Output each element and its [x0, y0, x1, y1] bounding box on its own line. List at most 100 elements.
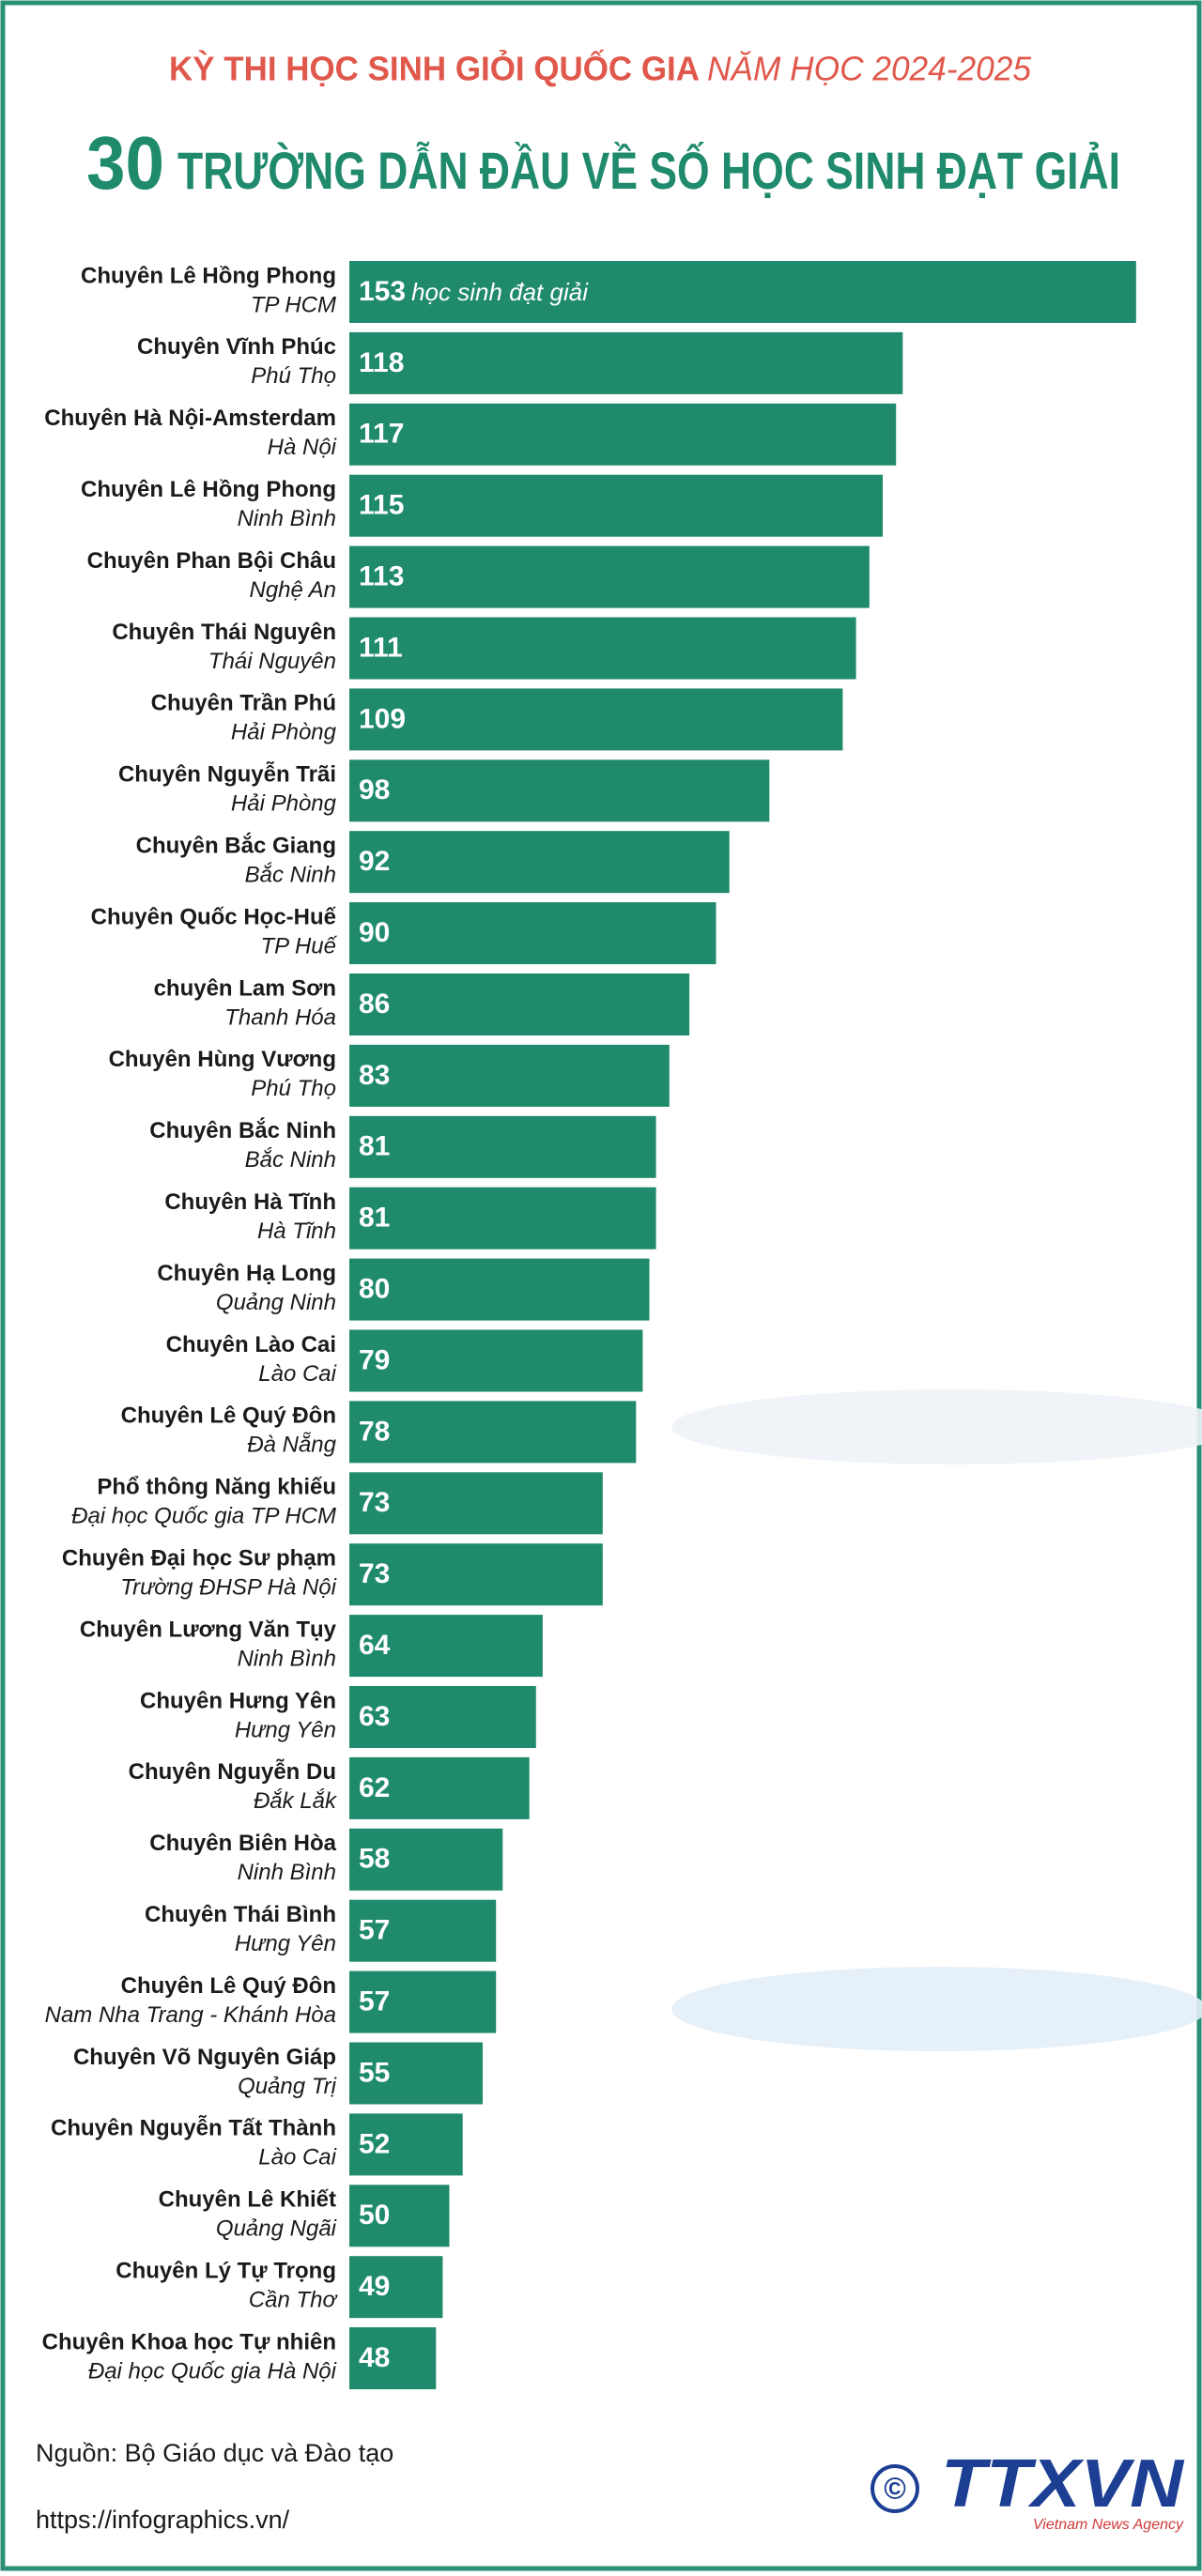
school-location: Đắk Lắk: [254, 1788, 338, 1814]
value-label: 80: [359, 1274, 390, 1305]
title-prefix: KỲ THI HỌC SINH GIỎI QUỐC GIA: [169, 49, 700, 88]
value-label: 57: [359, 1915, 390, 1946]
value-label: 90: [359, 917, 390, 948]
value-label: 118: [359, 347, 404, 378]
school-name: Chuyên Đại học Sư phạm: [62, 1546, 336, 1572]
school-location: Hưng Yên: [235, 1931, 336, 1956]
school-location: Hải Phòng: [231, 791, 337, 817]
bar: [349, 1899, 497, 1962]
value-unit: học sinh đạt giải: [411, 278, 589, 306]
value-label: 117: [359, 419, 404, 450]
bar: [349, 2113, 463, 2176]
url: https://infographics.vn/: [36, 2506, 290, 2534]
school-name: Chuyên Hùng Vương: [109, 1047, 336, 1072]
value-label: 83: [359, 1060, 390, 1091]
value-label: 115: [359, 490, 404, 521]
school-location: TP HCM: [251, 292, 336, 317]
school-location: Hưng Yên: [235, 1717, 336, 1742]
school-location: Trường ĐHSP Hà Nội: [120, 1575, 336, 1601]
school-name: Chuyên Bắc Ninh: [149, 1117, 336, 1143]
bar: [349, 1543, 603, 1606]
bar: [349, 261, 1136, 323]
school-name: Chuyên Thái Bình: [145, 1902, 336, 1927]
school-location: Thanh Hóa: [224, 1004, 336, 1030]
school-location: Ninh Bình: [238, 1860, 336, 1885]
school-location: Ninh Bình: [238, 506, 336, 531]
bar: [349, 831, 730, 894]
school-location: Phú Thọ: [251, 1076, 336, 1101]
bar: [349, 2042, 483, 2105]
logo-name: TTXVN: [941, 2446, 1185, 2522]
source: Nguồn: Bộ Giáo dục và Đào tạo: [36, 2439, 393, 2467]
value-label: 64: [359, 1630, 391, 1661]
school-name: Chuyên Lê Quý Đôn: [121, 1973, 336, 1999]
value-label: 58: [359, 1844, 390, 1875]
value-label: 78: [359, 1416, 390, 1447]
value-label: 57: [359, 1986, 390, 2017]
value-label: 109: [359, 703, 406, 734]
school-location: Lào Cai: [258, 1361, 336, 1387]
school-location: Cần Thơ: [249, 2288, 339, 2313]
school-name: Chuyên Hà Tĩnh: [164, 1189, 336, 1215]
school-name: Chuyên Nguyễn Du: [129, 1758, 336, 1785]
subtitle-number: 30: [86, 121, 164, 205]
bar: [349, 1044, 670, 1107]
school-name: Chuyên Hà Nội-Amsterdam: [44, 406, 336, 431]
school-name: Chuyên Bắc Giang: [136, 833, 336, 859]
school-location: Đại học Quốc gia TP HCM: [71, 1504, 336, 1529]
school-name: Chuyên Nguyễn Trãi: [118, 761, 336, 788]
school-name: Chuyên Hạ Long: [157, 1261, 336, 1286]
school-location: Quảng Trị: [238, 2074, 337, 2099]
bar: [349, 759, 770, 822]
logo-tagline: Vietnam News Agency: [1033, 2517, 1184, 2533]
value-label: 81: [359, 1203, 390, 1234]
bar: [349, 1756, 530, 1819]
school-name: chuyên Lam Sơn: [154, 975, 336, 1001]
value-label: 63: [359, 1701, 390, 1732]
school-name: Chuyên Lào Cai: [166, 1332, 336, 1357]
bar: [349, 1258, 650, 1321]
school-name: Chuyên Lý Tự Trọng: [116, 2259, 336, 2284]
value-label: 50: [359, 2200, 390, 2231]
school-location: TP Huế: [261, 933, 338, 958]
bar: [349, 1115, 656, 1178]
value-label: 111: [359, 632, 403, 663]
decoration: [671, 1389, 1202, 2051]
value-label: 73: [359, 1487, 390, 1518]
bar: [349, 1472, 603, 1535]
bar: [349, 617, 856, 680]
school-location: Hà Tĩnh: [257, 1219, 336, 1244]
school-location: Ninh Bình: [238, 1646, 336, 1671]
logo-mark: ©: [884, 2471, 906, 2505]
school-name: Chuyên Quốc Học-Huế: [91, 904, 337, 929]
logo-ring: [871, 2464, 919, 2513]
school-location: Nghệ An: [249, 577, 336, 603]
title-suffix: NĂM HỌC 2024-2025: [707, 50, 1032, 88]
value-label: 73: [359, 1558, 390, 1589]
bar: [349, 1329, 643, 1392]
school-location: Bắc Ninh: [245, 863, 336, 888]
school-name: Chuyên Phan Bội Châu: [87, 548, 336, 574]
bar: [349, 1686, 536, 1748]
school-location: Hà Nội: [268, 435, 337, 460]
bar: [349, 2185, 450, 2247]
value-label: 62: [359, 1772, 390, 1803]
value-label: 81: [359, 1131, 390, 1162]
school-name: Chuyên Khoa học Tự nhiên: [42, 2329, 336, 2354]
value-label: 86: [359, 989, 390, 1020]
school-name: Chuyên Lê Hồng Phong: [81, 477, 336, 502]
school-name: Chuyên Lê Khiết: [159, 2187, 336, 2213]
school-location: Thái Nguyên: [208, 649, 336, 674]
bar: [349, 974, 690, 1035]
school-name: Chuyên Vĩnh Phúc: [137, 334, 336, 360]
value-label: 92: [359, 846, 390, 877]
school-name: Chuyên Trần Phú: [151, 691, 336, 716]
school-location: Nam Nha Trang - Khánh Hòa: [45, 2002, 336, 2028]
school-location: Đại học Quốc gia Hà Nội: [88, 2358, 337, 2384]
school-name: Chuyên Nguyễn Tất Thành: [51, 2115, 336, 2141]
school-location: Đà Nẵng: [247, 1432, 336, 1458]
value-label: 55: [359, 2057, 390, 2088]
school-name: Chuyên Thái Nguyên: [112, 620, 336, 645]
school-location: Bắc Ninh: [245, 1147, 336, 1173]
